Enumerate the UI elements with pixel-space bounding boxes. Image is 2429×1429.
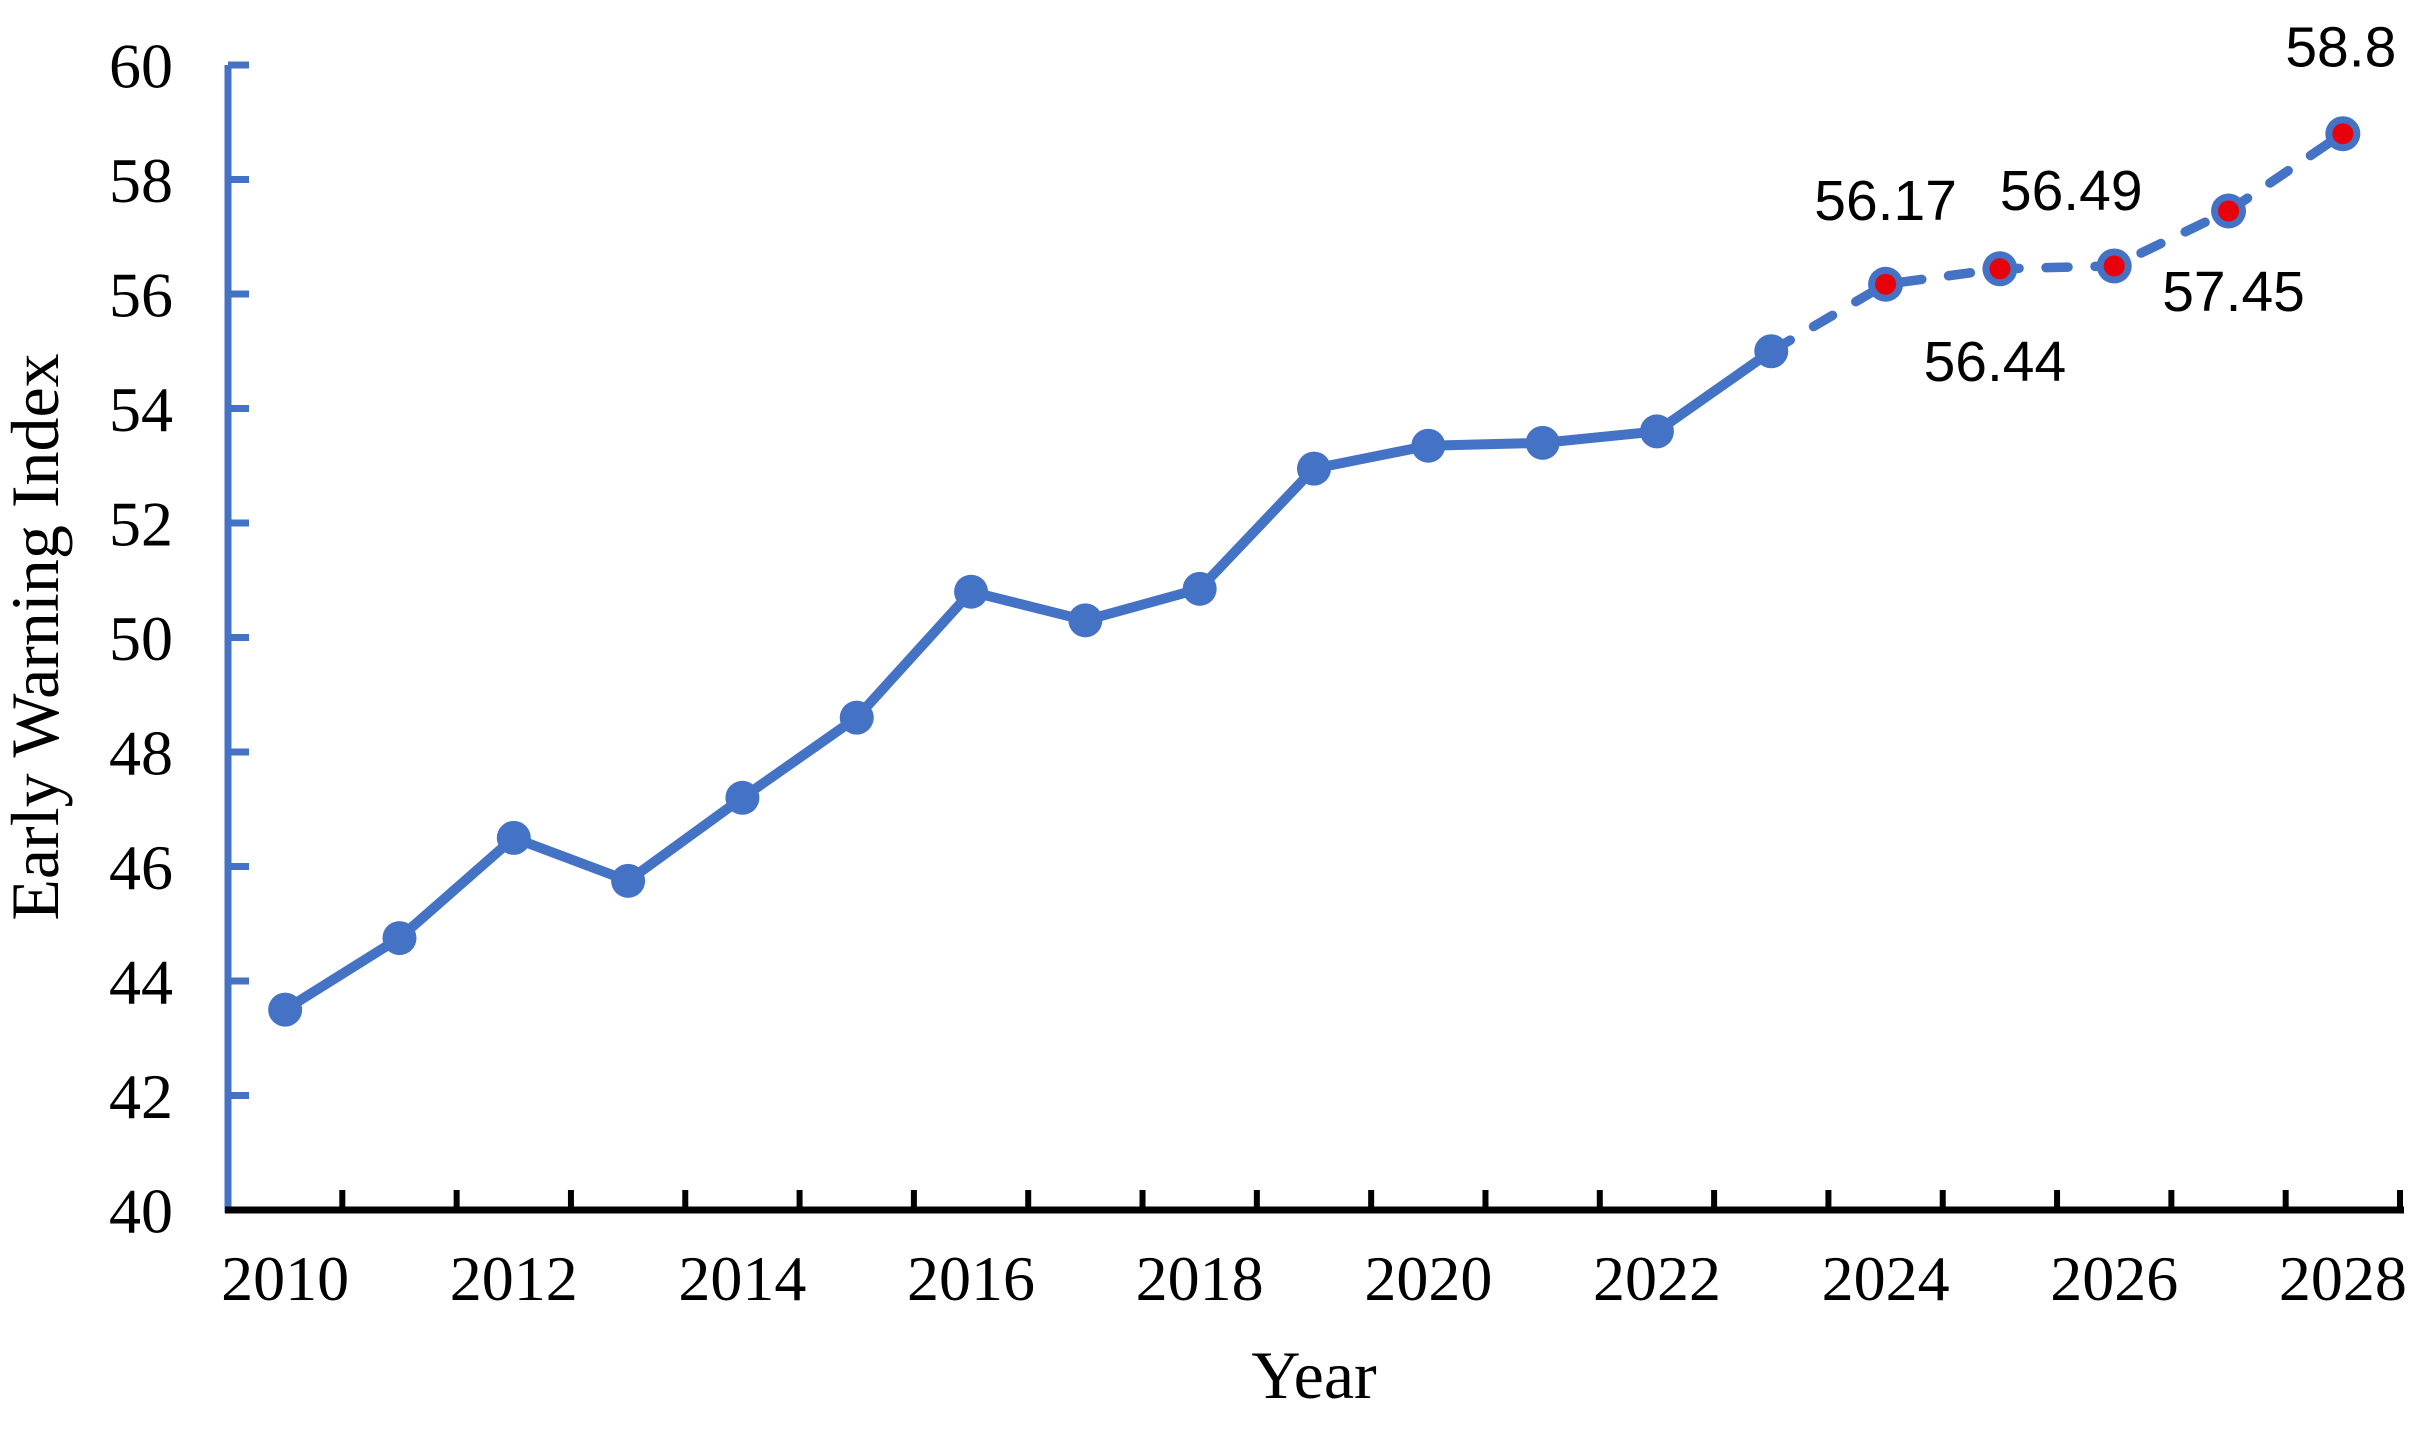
forecast-marker: [2218, 200, 2240, 222]
forecast-marker: [1989, 258, 2011, 280]
data-label-2024: 56.17: [1814, 169, 1957, 233]
historical-marker: [496, 820, 531, 855]
data-label-2026: 56.49: [2000, 159, 2143, 223]
x-axis-tick-label: 2010: [221, 1243, 349, 1314]
y-axis: 40 42 44 46 48 50 52 54 56 58 60: [109, 30, 249, 1246]
y-axis-tick-label: 40: [109, 1175, 173, 1246]
x-axis-title: Year: [1251, 1337, 1377, 1413]
forecast-data-labels: 56.17 56.44 56.49 57.45 58.8: [1814, 16, 2396, 394]
x-axis-tick-label: 2022: [1593, 1243, 1721, 1314]
historical-marker: [611, 863, 646, 898]
y-axis-tick-label: 54: [109, 374, 173, 445]
historical-marker: [1639, 414, 1674, 449]
historical-marker: [954, 574, 989, 609]
historical-marker: [725, 780, 760, 815]
historical-marker: [382, 921, 417, 956]
y-axis-tick-label: 42: [109, 1061, 173, 1132]
y-axis-title: Early Warning Index: [0, 353, 73, 920]
data-label-2027: 57.45: [2162, 260, 2305, 324]
x-axis-tick-label: 2028: [2279, 1243, 2407, 1314]
forecast-marker: [2332, 123, 2354, 145]
y-axis-tick-label: 58: [109, 145, 173, 216]
series-forecast: [1766, 116, 2361, 356]
historical-marker: [1411, 428, 1446, 463]
y-axis-tick-label: 56: [109, 259, 173, 330]
data-label-2028: 58.8: [2285, 16, 2396, 80]
series-historical: [268, 334, 1789, 1027]
x-axis-tick-label: 2014: [678, 1243, 806, 1314]
y-axis-tick-label: 60: [109, 30, 173, 101]
historical-line: [280, 346, 1777, 1015]
x-axis-tick-label: 2012: [450, 1243, 578, 1314]
x-axis-tick-label: 2026: [2050, 1243, 2178, 1314]
x-axis-tick-label: 2018: [1136, 1243, 1264, 1314]
y-axis-tick-label: 46: [109, 832, 173, 903]
forecast-marker: [1875, 273, 1897, 295]
x-axis: 2010 2012 2014 2016 2018 2020 2022 2024 2026 2028: [221, 1190, 2407, 1314]
y-axis-tick-label: 50: [109, 603, 173, 674]
forecast-dashed-line: [1766, 128, 2348, 356]
historical-marker: [1182, 571, 1217, 606]
y-axis-tick-label: 48: [109, 717, 173, 788]
forecast-marker: [2103, 255, 2125, 277]
y-axis-tick-label: 44: [109, 946, 173, 1017]
historical-marker: [1068, 603, 1103, 638]
historical-marker: [1525, 425, 1560, 460]
data-label-2025: 56.44: [1924, 330, 2067, 394]
x-axis-tick-label: 2016: [907, 1243, 1035, 1314]
historical-marker: [1297, 451, 1331, 486]
historical-marker: [268, 992, 303, 1027]
historical-marker: [839, 700, 874, 735]
y-axis-tick-label: 52: [109, 488, 173, 559]
x-axis-tick-label: 2020: [1364, 1243, 1492, 1314]
x-axis-tick-label: 2024: [1822, 1243, 1950, 1314]
